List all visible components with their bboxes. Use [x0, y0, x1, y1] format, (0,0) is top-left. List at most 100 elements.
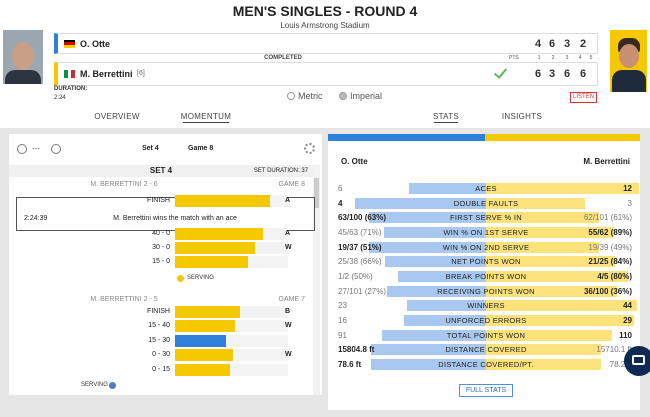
- photo-body: [5, 70, 41, 84]
- stat-left: 15804.8 ft: [338, 345, 375, 355]
- stat-bar-right: [486, 344, 601, 356]
- stat-label: WINNERS: [467, 301, 505, 311]
- settings-icon[interactable]: [304, 143, 315, 154]
- photo-body: [612, 70, 646, 92]
- stat-right: 19/39 (49%): [588, 242, 632, 252]
- tab[interactable]: STATS: [432, 112, 460, 121]
- point-bar: [175, 306, 240, 318]
- tab[interactable]: OVERVIEW: [94, 112, 140, 121]
- stat-label: BREAK POINTS WON: [445, 271, 527, 281]
- unit-radio[interactable]: [339, 92, 347, 100]
- set-band: [9, 165, 313, 177]
- stat-label: UNFORCED ERRORS: [445, 315, 527, 325]
- stat-right: 110: [619, 330, 632, 340]
- player-name: O. Otte: [80, 38, 111, 49]
- stat-right: 15710.1 ft: [596, 345, 632, 355]
- stat-bar-right: [486, 183, 640, 194]
- stat-right: 21/25 (84%): [588, 257, 632, 267]
- stat-bar-right: [486, 226, 614, 238]
- player-row: [54, 33, 598, 54]
- point-score: 0 - 30: [152, 351, 170, 358]
- set-score: 4: [534, 37, 542, 50]
- stat-label: WIN % ON 2ND SERVE: [442, 242, 530, 252]
- stat-right: 36/100 (36%): [583, 286, 632, 296]
- set-select[interactable]: Set 4: [142, 145, 159, 152]
- stat-right: 29: [623, 315, 632, 325]
- set-score: 6: [534, 68, 542, 80]
- zoom-in[interactable]: [51, 144, 61, 154]
- unit-label[interactable]: Metric: [298, 91, 323, 101]
- point-bar: [175, 364, 230, 376]
- stat-bar-left: [354, 197, 486, 209]
- stat-bar-left: [387, 285, 486, 297]
- set-label: 3: [565, 55, 569, 61]
- stat-right: 3: [627, 198, 632, 208]
- unit-radio[interactable]: [287, 92, 295, 100]
- full-stats-button[interactable]: FULL STATS: [459, 384, 513, 397]
- stat-right: 12: [623, 184, 632, 193]
- stat-bar-left: [409, 183, 486, 194]
- detail-text: M. Berrettini wins the match with an ace: [113, 215, 237, 222]
- stat-left: 25/38 (66%): [338, 257, 382, 267]
- game-number: GAME 8: [278, 181, 305, 188]
- stat-bar-left: [370, 358, 486, 370]
- zoom-out[interactable]: [17, 144, 27, 154]
- point-score: 15 - 0: [152, 258, 170, 265]
- title: MEN'S SINGLES - ROUND 4: [232, 3, 418, 19]
- zoom-label: ---: [32, 144, 40, 153]
- stat-label: ACES: [475, 184, 497, 193]
- flag-stripe: [64, 70, 68, 78]
- momentum-panel: --- Set 4 Game 8 SET 4 SET DURATION: 37 M. BE…: [9, 134, 322, 395]
- stat-right: 44: [623, 301, 632, 311]
- stat-left: 6: [338, 184, 343, 193]
- stat-bar-left: [383, 226, 486, 238]
- stat-label: TOTAL POINTS WON: [446, 330, 526, 340]
- set-score: 3: [548, 68, 556, 80]
- stat-left: 23: [338, 301, 347, 311]
- tab[interactable]: MOMENTUM: [180, 112, 232, 121]
- stat-right: 62/101 (61%): [583, 213, 632, 223]
- strip-left: [328, 134, 485, 141]
- venue: Louis Armstrong Stadium: [280, 21, 370, 30]
- stat-right: 55/62 (89%): [588, 227, 632, 237]
- point-score: FINISH: [147, 308, 170, 315]
- stat-bar-left: [369, 212, 486, 224]
- listen-button[interactable]: LISTEN: [570, 92, 597, 103]
- stat-label: FIRST SERVE % IN: [449, 213, 523, 223]
- point-bar: [175, 195, 270, 207]
- serving-icon: [177, 275, 184, 282]
- stat-bar-right: [486, 197, 585, 209]
- serving-label: SERVING: [187, 275, 214, 281]
- stat-left: 78.6 ft: [338, 359, 362, 369]
- point-score: 0 - 15: [152, 366, 170, 373]
- tab[interactable]: INSIGHTS: [501, 112, 543, 121]
- duration-label: DURATION:: [54, 86, 88, 92]
- stat-bar-right: [486, 241, 599, 253]
- flag-stripe: [64, 44, 75, 48]
- detail-time: 2:24:39: [24, 215, 48, 222]
- photo-face: [12, 42, 34, 70]
- stat-left: 63/100 (63%): [338, 213, 387, 223]
- stat-bar-left: [404, 314, 486, 326]
- chat-icon: [632, 355, 645, 365]
- point-tag: B: [285, 308, 291, 315]
- set-score: 6: [548, 37, 556, 50]
- scrollbar: [313, 165, 320, 395]
- serving-label: SERVING: [81, 382, 108, 388]
- unit-label[interactable]: Imperial: [350, 91, 383, 101]
- point-score: 15 - 30: [148, 337, 170, 344]
- set-label: 5: [589, 55, 593, 61]
- point-tag: A: [285, 230, 291, 237]
- chat-button[interactable]: [624, 346, 650, 376]
- stat-bar-right: [486, 300, 638, 312]
- point-tag: W: [285, 322, 292, 329]
- point-score: 40 - 0: [152, 230, 170, 237]
- point-score: 15 - 40: [148, 322, 170, 329]
- flag-stripe: [64, 39, 75, 43]
- tab-underline: [434, 122, 458, 123]
- stat-left: 19/37 (51%): [338, 242, 382, 252]
- game-select[interactable]: Game 8: [188, 145, 214, 152]
- stat-label: DISTANCE COVERED: [445, 345, 527, 355]
- stat-label: DISTANCE COVERED/PT.: [438, 359, 534, 369]
